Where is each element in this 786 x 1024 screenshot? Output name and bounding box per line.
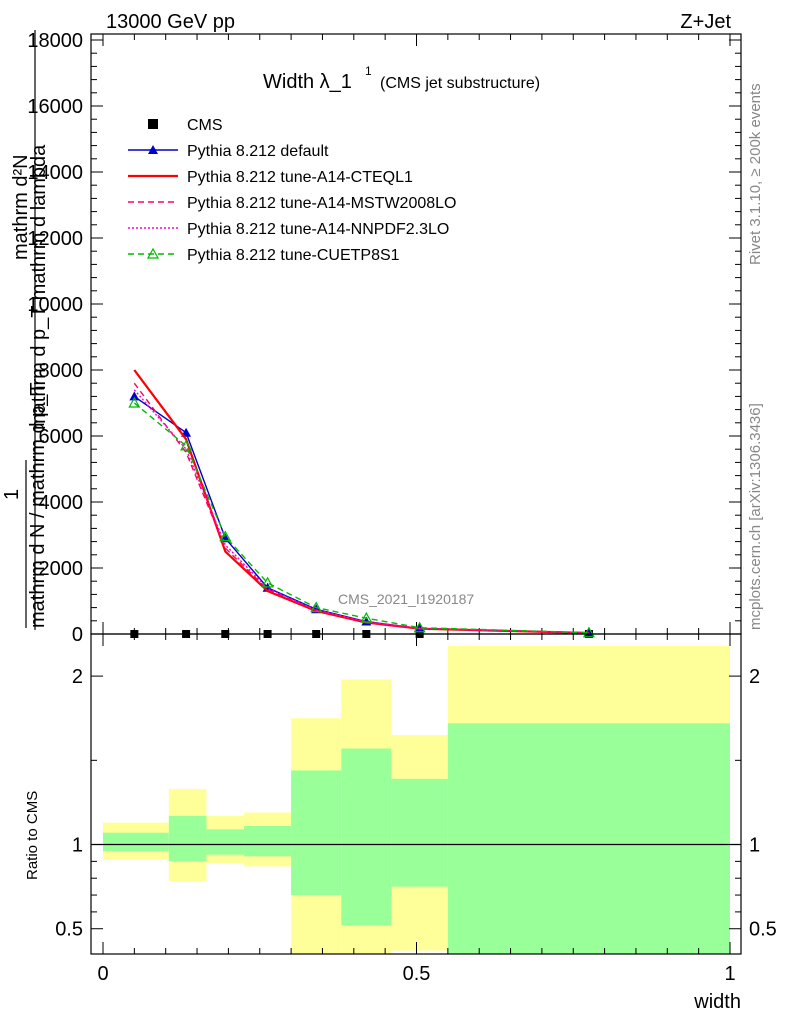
legend: CMS Pythia 8.212 default Pythia 8.212 tune… <box>128 117 456 264</box>
watermark: CMS_2021_I1920187 <box>338 591 474 607</box>
main-ytick-label: 6000 <box>39 426 84 448</box>
legend-label: Pythia 8.212 tune-A14-MSTW2008LO <box>187 195 456 212</box>
ratio-band-inner <box>447 723 730 954</box>
xtick-label: 0.5 <box>403 963 431 985</box>
series-marker <box>180 439 193 451</box>
ratio-band-inner <box>391 778 448 887</box>
ratio-ytick-label-right: 2 <box>749 666 760 688</box>
ratio-panel: 0.5 0.5 1 1 2 2 0 0.5 1 Ratio to CMS width <box>24 633 777 1013</box>
rivet-label: Rivet 3.1.10, ≥ 200k events <box>747 83 764 265</box>
main-ytick-label: 18000 <box>27 30 83 52</box>
ratio-ytick-label-right: 1 <box>749 835 760 857</box>
main-ytick-label: 14000 <box>27 162 83 184</box>
plot-title: Width λ_1 <box>263 71 352 93</box>
legend-entry: CMS <box>148 117 223 134</box>
main-ytick-label: 0 <box>72 624 83 646</box>
ratio-ytick-label: 1 <box>72 835 83 857</box>
series-line <box>133 402 589 634</box>
ratio-band-inner <box>206 829 245 855</box>
xtick-label: 1 <box>724 963 735 985</box>
ratio-band-inner <box>291 770 342 896</box>
legend-label: Pythia 8.212 tune-A14-NNPDF2.3LO <box>187 221 449 238</box>
series-marker <box>219 530 232 542</box>
ratio-band-inner <box>341 748 392 926</box>
mcplots-label: mcplots.cern.ch [arXiv:1306.3436] <box>747 403 764 630</box>
main-ylabel: mathrm d²N mathrm d p_T mathrm d lambda … <box>1 30 50 630</box>
series-line <box>133 389 589 634</box>
legend-label: CMS <box>187 117 223 134</box>
legend-entry: Pythia 8.212 tune-A14-MSTW2008LO <box>128 195 456 212</box>
main-ytick-label: 2000 <box>39 558 84 580</box>
main-ytick-label: 4000 <box>39 492 84 514</box>
series-marker <box>413 621 426 633</box>
main-panel: 0 2000 4000 6000 8000 10000 12000 14000 16000 180… <box>27 30 742 646</box>
series-marker <box>261 576 274 588</box>
main-ytick-label: 12000 <box>27 228 83 250</box>
legend-label: Pythia 8.212 tune-CUETP8S1 <box>187 247 400 264</box>
series-marker <box>310 601 323 613</box>
ylabel-bottom: mathrm d N / mathrm d p_T <box>27 382 49 628</box>
plot-subtitle: (CMS jet substructure) <box>380 75 540 92</box>
x-axis-label: width <box>693 991 741 1013</box>
ratio-ytick-label: 2 <box>72 666 83 688</box>
plot-title-sup: 1 <box>365 64 372 78</box>
header-left: 13000 GeV pp <box>106 11 235 33</box>
ylabel-top2: mathrm d p_T mathrm d lambda <box>28 144 50 430</box>
ratio-band-inner <box>103 832 169 852</box>
xtick-label: 0 <box>97 963 108 985</box>
ylabel-one: 1 <box>1 489 23 500</box>
series-5 <box>128 396 595 638</box>
series-marker <box>128 396 141 408</box>
ratio-ylabel: Ratio to CMS <box>24 791 41 880</box>
header-right: Z+Jet <box>680 11 731 33</box>
ratio-ytick-label-right: 0.5 <box>749 919 777 941</box>
series-marker <box>582 626 595 638</box>
ratio-ytick-label: 0.5 <box>55 919 83 941</box>
legend-label: Pythia 8.212 tune-A14-CTEQL1 <box>187 169 413 186</box>
series-4 <box>133 389 589 634</box>
legend-entry: Pythia 8.212 tune-CUETP8S1 <box>128 247 400 264</box>
series-marker <box>129 391 140 401</box>
ratio-band-inner <box>168 815 207 862</box>
series-marker <box>360 611 373 623</box>
legend-entry: Pythia 8.212 tune-A14-CTEQL1 <box>128 169 413 186</box>
main-ytick-label: 16000 <box>27 96 83 118</box>
ratio-band-inner <box>244 826 292 857</box>
legend-label: Pythia 8.212 default <box>187 143 329 160</box>
main-ytick-label: 10000 <box>27 294 83 316</box>
ylabel-top: mathrm d²N <box>10 154 32 260</box>
legend-entry: Pythia 8.212 default <box>128 143 329 160</box>
legend-entry: Pythia 8.212 tune-A14-NNPDF2.3LO <box>128 221 449 238</box>
main-ytick-label: 8000 <box>39 360 84 382</box>
